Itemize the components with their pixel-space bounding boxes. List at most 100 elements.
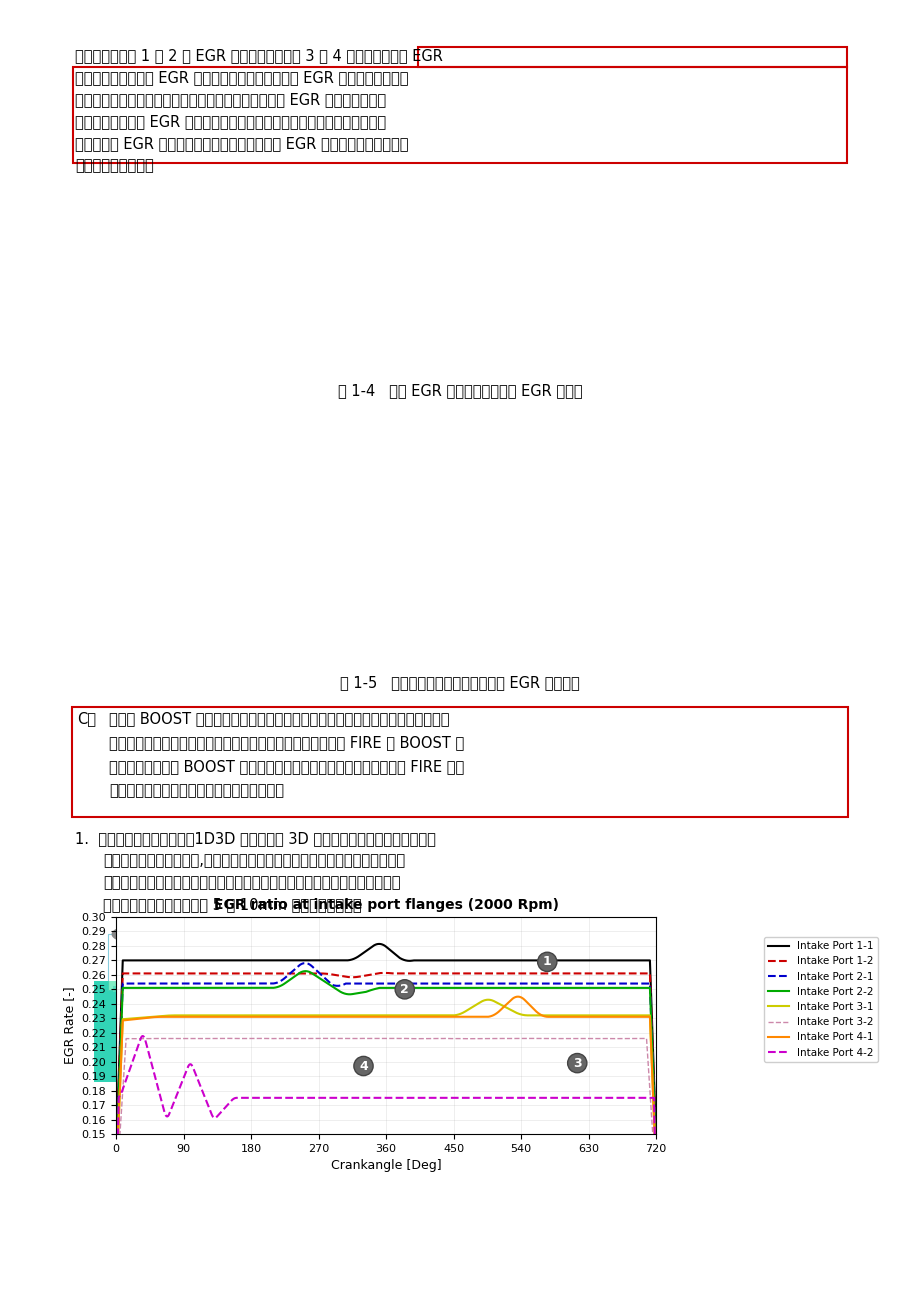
Intake Port 3-1: [454, 1006, 465, 1022]
Intake Port 4-1: [424, 1009, 435, 1025]
Intake Port 4-1: [143, 1010, 154, 1026]
Text: 图 1-5   四个出口在一个发动机循环中 EGR 率的变化: 图 1-5 四个出口在一个发动机循环中 EGR 率的变化: [340, 674, 579, 690]
Intake Port 1-1: [650, 1129, 661, 1144]
Circle shape: [251, 936, 291, 952]
Bar: [257, 986, 295, 992]
Intake Port 2-2: [143, 980, 154, 996]
Bar: [444, 944, 516, 1082]
Intake Port 1-1: [425, 953, 436, 969]
Bar: [329, 986, 368, 992]
Text: 1: 1: [129, 930, 136, 939]
Intake Port 4-2: [455, 1090, 466, 1105]
Line: Intake Port 4-2: Intake Port 4-2: [116, 1036, 655, 1224]
Intake Port 4-1: [110, 1178, 121, 1194]
Intake Port 3-1: [437, 1008, 448, 1023]
Intake Port 4-2: [575, 1090, 586, 1105]
Text: 4: 4: [330, 953, 337, 963]
Intake Port 2-2: [520, 980, 531, 996]
Intake Port 4-2: [144, 1049, 155, 1065]
Legend: Intake Port 1-1, Intake Port 1-2, Intake Port 2-1, Intake Port 2-2, Intake Port : Intake Port 1-1, Intake Port 1-2, Intake…: [763, 937, 877, 1062]
Intake Port 2-1: [143, 975, 154, 991]
Intake Port 3-1: [143, 1009, 154, 1025]
Text: 1: 1: [542, 956, 551, 969]
Intake Port 2-1: [455, 975, 466, 991]
Intake Port 4-1: [520, 993, 531, 1009]
Polygon shape: [334, 1027, 444, 1059]
Intake Port 1-2: [575, 966, 586, 982]
Intake Port 3-1: [575, 1008, 586, 1023]
Intake Port 1-2: [110, 1155, 121, 1170]
Text: 角度提出改进方案。: 角度提出改进方案。: [75, 158, 153, 173]
Intake Port 4-1: [512, 988, 523, 1004]
Text: 也可以看出出口 1 和 2 的 EGR 率比较高，而出口 3 和 4 则因靠近总管和 EGR: 也可以看出出口 1 和 2 的 EGR 率比较高，而出口 3 和 4 则因靠近总…: [75, 48, 442, 62]
Line: Intake Port 1-1: Intake Port 1-1: [116, 944, 655, 1156]
Intake Port 1-1: [575, 953, 586, 969]
Bar: [180, 935, 228, 990]
Intake Port 2-1: [650, 1141, 661, 1156]
Intake Port 3-2: [575, 1031, 586, 1047]
Intake Port 1-1: [143, 953, 154, 969]
Intake Port 2-1: [425, 975, 436, 991]
Polygon shape: [94, 980, 214, 1082]
Intake Port 1-1: [373, 936, 384, 952]
Line: Intake Port 3-1: Intake Port 3-1: [116, 1000, 655, 1185]
Intake Port 2-1: [520, 975, 531, 991]
Text: 的区域在流动方向是至少有一倍直径的长度。如果无法做到上述要求，可以人: 的区域在流动方向是至少有一倍直径的长度。如果无法做到上述要求，可以人: [103, 875, 400, 891]
Intake Port 1-1: [438, 953, 449, 969]
Intake Port 4-2: [650, 1185, 661, 1200]
Intake Port 2-1: [110, 1160, 121, 1176]
Intake Port 2-2: [110, 1161, 121, 1177]
Intake Port 3-1: [110, 1177, 121, 1193]
X-axis label: Crankangle [Deg]: Crankangle [Deg]: [330, 1159, 441, 1172]
Intake Port 4-1: [454, 1009, 465, 1025]
Circle shape: [184, 927, 224, 943]
Intake Port 4-2: [110, 1216, 121, 1232]
Intake Port 2-2: [455, 980, 466, 996]
Text: high: high: [494, 993, 522, 1003]
Intake Port 1-2: [425, 966, 436, 982]
Bar: [252, 935, 301, 990]
Intake Port 3-1: [520, 1008, 531, 1023]
Intake Port 1-2: [438, 966, 449, 982]
Line: Intake Port 2-2: Intake Port 2-2: [116, 971, 655, 1169]
Text: 为的将边界处的求解域延长 5 至 10mm 的长度，如下图：: 为的将边界处的求解域延长 5 至 10mm 的长度，如下图：: [103, 897, 361, 911]
Text: 新鲜空气充分混合，在复杂的三维流动作用下，更多的 EGR 流向远处，从而: 新鲜空气充分混合，在复杂的三维流动作用下，更多的 EGR 流向远处，从而: [75, 92, 386, 107]
Bar: [324, 935, 372, 990]
Intake Port 3-2: [110, 1187, 121, 1203]
Text: 量避免产生回流区的地方,并且尽量保证边界面与求解域的垂直，并且这个垂直: 量避免产生回流区的地方,并且尽量保证边界面与求解域的垂直，并且这个垂直: [103, 853, 404, 868]
Text: 3: 3: [573, 1057, 581, 1070]
Intake Port 3-1: [424, 1008, 435, 1023]
Text: 3: 3: [267, 939, 275, 948]
Text: 1: 1: [507, 930, 515, 939]
Bar: [185, 986, 223, 992]
Intake Port 1-1: [520, 953, 531, 969]
Intake Port 4-1: [575, 1009, 586, 1025]
Intake Port 4-2: [137, 1029, 148, 1044]
Text: 研究进气歧管结构形状的改进对发动机性能的影响，则可考虑 FIRE 与 BOOST 的: 研究进气歧管结构形状的改进对发动机性能的影响，则可考虑 FIRE 与 BOOST…: [108, 736, 464, 750]
Intake Port 1-2: [520, 966, 531, 982]
Text: C）: C）: [77, 711, 96, 727]
Circle shape: [112, 927, 153, 943]
Intake Port 3-2: [438, 1031, 449, 1047]
Text: 1.  与单独的管道计算相同，1D3D 联合计算中 3D 的求解域在边界的选取上也要尽: 1. 与单独的管道计算相同，1D3D 联合计算中 3D 的求解域在边界的选取上也…: [75, 831, 436, 846]
Bar: [108, 935, 156, 990]
Intake Port 2-2: [438, 980, 449, 996]
Text: low: low: [494, 1012, 516, 1022]
Line: Intake Port 4-1: Intake Port 4-1: [116, 996, 655, 1186]
Line: Intake Port 1-2: Intake Port 1-2: [116, 973, 655, 1163]
Intake Port 3-2: [520, 1031, 531, 1047]
Intake Port 3-2: [143, 1031, 154, 1047]
Intake Port 1-1: [110, 1148, 121, 1164]
Intake Port 1-2: [455, 966, 466, 982]
Intake Port 2-1: [438, 975, 449, 991]
Text: 4: 4: [358, 1060, 368, 1073]
Bar: [453, 1012, 487, 1021]
Line: Intake Port 2-1: Intake Port 2-1: [116, 963, 655, 1168]
Text: 造成最远端的出口 EGR 率最高。通过这样的计算和分析，我们就可以定量地: 造成最远端的出口 EGR 率最高。通过这样的计算和分析，我们就可以定量地: [75, 115, 386, 129]
Intake Port 3-2: [356, 1031, 367, 1047]
Intake Port 1-2: [379, 965, 390, 980]
Intake Port 2-1: [575, 975, 586, 991]
Intake Port 3-1: [482, 992, 494, 1008]
Text: 如想从 BOOST 获得更精确的瞬态边界条件来计算歧管内的三维流动，或更进一步: 如想从 BOOST 获得更精确的瞬态边界条件来计算歧管内的三维流动，或更进一步: [108, 711, 449, 727]
Circle shape: [491, 927, 531, 943]
